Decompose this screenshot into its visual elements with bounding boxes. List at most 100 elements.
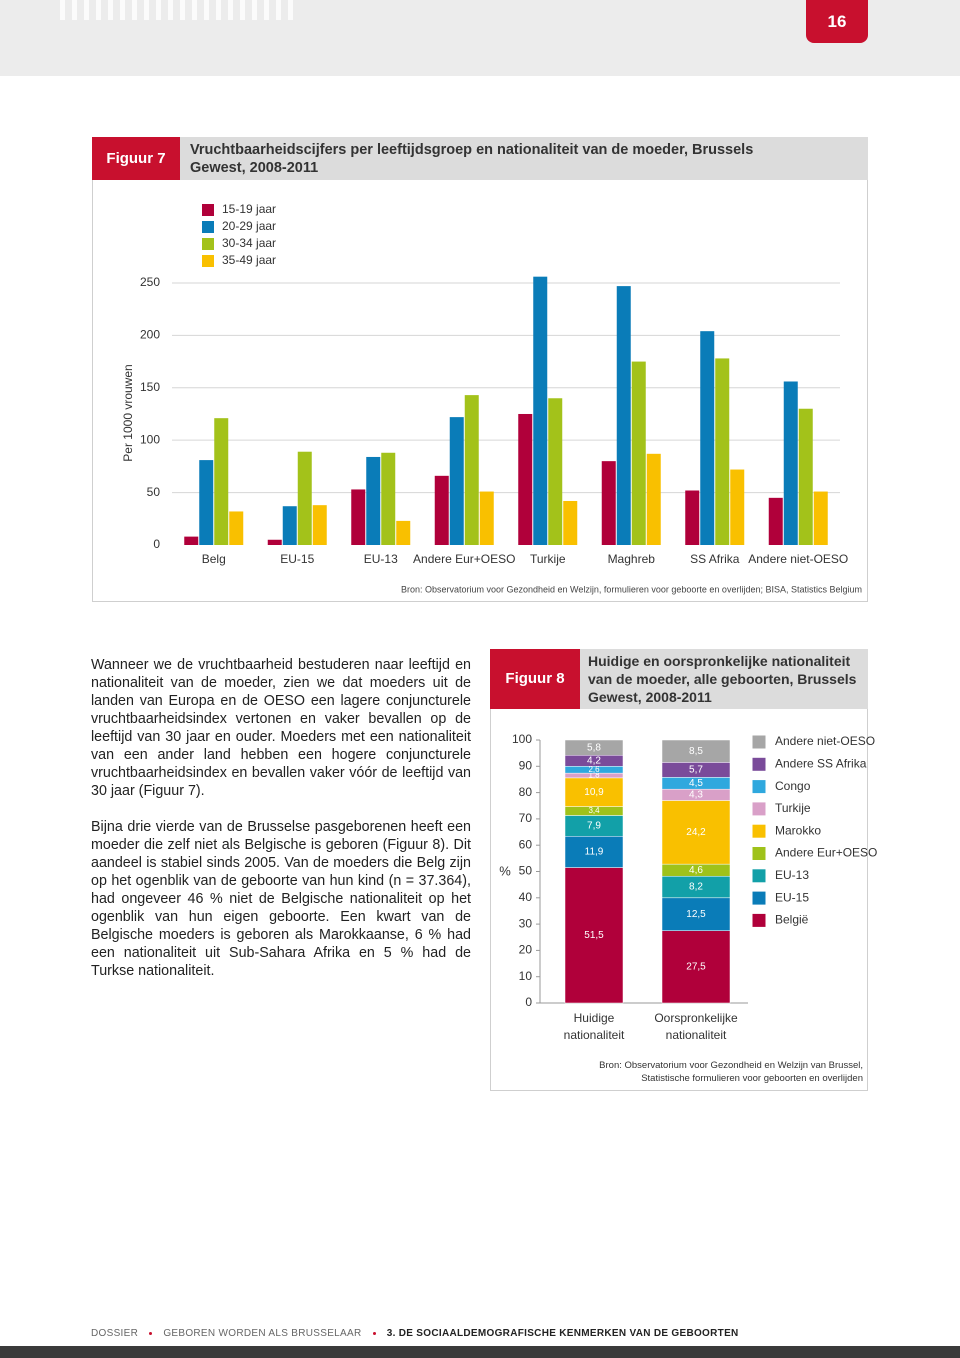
bar-segment bbox=[564, 777, 624, 807]
x-tick-label: Andere Eur+OESO bbox=[413, 552, 515, 566]
top-stripes bbox=[60, 0, 300, 20]
footer-item: DOSSIER bbox=[91, 1328, 139, 1339]
value-label: 8,5 bbox=[689, 746, 703, 757]
bar-segment bbox=[661, 930, 731, 1004]
x-tick-label: SS Afrika bbox=[690, 552, 740, 566]
y-axis-label: % bbox=[499, 863, 511, 878]
x-tick-label: Belg bbox=[202, 552, 226, 566]
y-tick-label: 20 bbox=[519, 943, 533, 957]
bar-segment bbox=[661, 897, 731, 931]
legend-label: 35-49 jaar bbox=[222, 253, 276, 267]
legend-label: EU-13 bbox=[775, 868, 809, 882]
figure-title: Vruchtbaarheidscijfers per leeftijdsgroe… bbox=[190, 142, 754, 176]
bar bbox=[631, 361, 646, 545]
page-number: 16 bbox=[806, 0, 868, 43]
y-tick-label: 40 bbox=[519, 890, 533, 904]
value-label: 10,9 bbox=[584, 787, 604, 798]
value-label: 7,9 bbox=[587, 821, 601, 832]
bar bbox=[479, 491, 494, 545]
legend-swatch bbox=[751, 756, 767, 772]
bar bbox=[312, 505, 327, 545]
legend-swatch bbox=[202, 238, 214, 250]
legend-swatch bbox=[751, 801, 767, 817]
bar bbox=[768, 497, 783, 545]
bar-segment bbox=[564, 867, 624, 1004]
value-label: 11,9 bbox=[585, 847, 604, 858]
legend-label: 20-29 jaar bbox=[222, 219, 276, 233]
y-tick-label: 30 bbox=[519, 916, 533, 930]
y-tick-label: 10 bbox=[519, 969, 533, 983]
figure-header bbox=[580, 649, 868, 709]
bar bbox=[229, 511, 244, 545]
legend-label: Turkije bbox=[775, 801, 811, 815]
paragraph: Bijna drie vierde van de Brusselse pasge… bbox=[91, 819, 471, 979]
bar bbox=[449, 417, 464, 545]
legend-label: Andere niet-OESO bbox=[775, 734, 875, 748]
value-label: 2,6 bbox=[588, 765, 600, 774]
value-label: 3,4 bbox=[588, 806, 600, 815]
bar bbox=[214, 418, 229, 545]
bar-segment bbox=[564, 836, 624, 868]
figure-header bbox=[92, 137, 868, 180]
y-tick-label: 0 bbox=[525, 995, 532, 1009]
legend-swatch bbox=[751, 734, 767, 750]
legend-swatch bbox=[751, 846, 767, 861]
value-label: 4,5 bbox=[689, 778, 703, 789]
x-tick-label: Maghreb bbox=[608, 552, 656, 566]
bar bbox=[563, 500, 578, 545]
y-axis-label: Per 1000 vrouwen bbox=[121, 364, 135, 461]
bar bbox=[434, 475, 449, 545]
value-label: 4,3 bbox=[689, 789, 703, 800]
legend-label: Congo bbox=[775, 779, 811, 793]
bar bbox=[351, 489, 366, 545]
y-tick-label: 250 bbox=[140, 275, 160, 289]
x-tick-label: Huidige nationaliteit bbox=[563, 1011, 625, 1042]
bar bbox=[464, 395, 479, 545]
bar bbox=[646, 453, 661, 545]
y-tick-label: 50 bbox=[147, 485, 161, 499]
legend-label: Andere Eur+OESO bbox=[775, 846, 877, 860]
x-tick-label: EU-15 bbox=[280, 552, 314, 566]
x-tick-label: Andere niet-OESO bbox=[748, 552, 848, 566]
bar bbox=[396, 520, 411, 545]
bar bbox=[184, 536, 199, 545]
value-label: 51,5 bbox=[584, 930, 604, 941]
bar bbox=[616, 286, 631, 545]
legend-label: 15-19 jaar bbox=[222, 202, 276, 216]
bar bbox=[381, 452, 396, 545]
y-tick-label: 100 bbox=[512, 732, 532, 746]
bar bbox=[601, 461, 616, 545]
bar-segment bbox=[661, 739, 731, 763]
bar bbox=[533, 276, 548, 545]
value-label: 4,2 bbox=[587, 755, 601, 766]
bar bbox=[297, 451, 312, 545]
value-label: 12,5 bbox=[686, 909, 706, 920]
footer: DOSSIER GEBOREN WORDEN ALS BRUSSELAAR 3.… bbox=[91, 1328, 739, 1339]
y-tick-label: 50 bbox=[519, 864, 533, 878]
legend-swatch bbox=[202, 204, 214, 216]
paragraph: Wanneer we de vruchtbaarheid bestuderen … bbox=[91, 657, 471, 799]
legend-swatch bbox=[751, 823, 767, 839]
bar-segment bbox=[564, 739, 624, 756]
legend-swatch bbox=[202, 221, 214, 233]
bar bbox=[813, 491, 828, 545]
footer-item: 3. DE SOCIAALDEMOGRAFISCHE KENMERKEN VAN… bbox=[386, 1328, 739, 1339]
bar bbox=[366, 456, 381, 545]
legend-swatch bbox=[751, 912, 767, 928]
bar bbox=[282, 506, 297, 545]
y-tick-label: 70 bbox=[519, 811, 533, 825]
value-label: 5,8 bbox=[587, 742, 601, 753]
source: Bron: Observatorium voor Gezondheid en W… bbox=[599, 1060, 863, 1084]
value-label: 4,6 bbox=[689, 865, 703, 876]
bar bbox=[199, 460, 214, 545]
legend-swatch bbox=[751, 868, 767, 884]
legend-label: EU-15 bbox=[775, 890, 809, 904]
bar bbox=[783, 381, 798, 545]
separator bbox=[149, 1331, 153, 1335]
figure-title: Huidige en oorspronkelijke nationaliteit… bbox=[588, 653, 857, 705]
separator bbox=[372, 1331, 376, 1335]
bar bbox=[798, 408, 813, 545]
value-label: 27,5 bbox=[686, 961, 706, 972]
value-label: 8,2 bbox=[689, 882, 703, 893]
